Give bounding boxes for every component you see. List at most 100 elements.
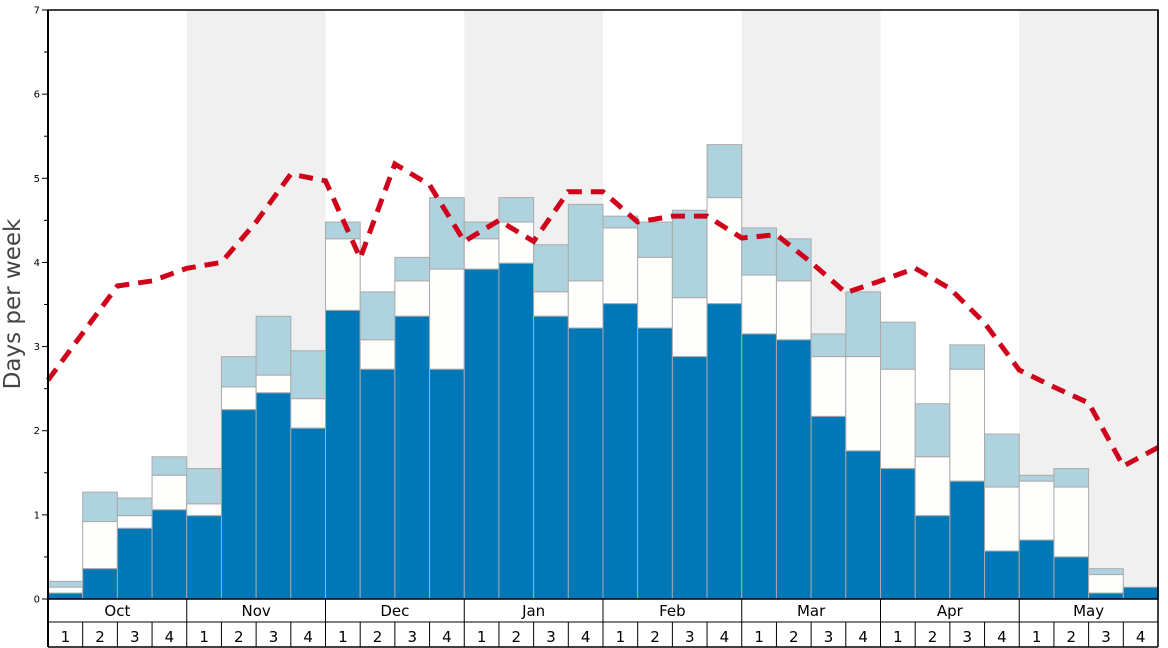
week-label: 3: [824, 628, 834, 646]
dashed-line-series: [45, 160, 1160, 470]
y-tick-label: 7: [34, 6, 40, 17]
bar-segment-bottom: [845, 450, 881, 600]
bar-segment-bottom: [637, 327, 673, 600]
week-label: 4: [720, 628, 730, 646]
week-label: 2: [512, 628, 522, 646]
week-label: 2: [95, 628, 105, 646]
bar-segment-top: [914, 403, 951, 458]
month-label: Mar: [797, 602, 826, 620]
bar-segment-bottom: [914, 515, 951, 600]
bar-segment-bottom: [741, 333, 777, 600]
week-label: 1: [616, 628, 626, 646]
bar-segment-middle: [706, 197, 743, 305]
bar-segment-bottom: [1088, 592, 1124, 600]
bar-segment-middle: [116, 515, 153, 529]
bar-segment-bottom: [810, 415, 847, 600]
bar-segment-middle: [671, 297, 708, 358]
bar-segment-top: [290, 350, 326, 400]
y-tick-label: 4: [34, 258, 40, 269]
bar-segment-bottom: [255, 392, 292, 600]
bar-segment-middle: [82, 521, 118, 570]
bar-segment-middle: [186, 503, 222, 517]
bar-segment-bottom: [775, 339, 812, 600]
bar-segment-bottom: [949, 480, 986, 600]
bar-segment-middle: [637, 256, 673, 329]
bar-segment-top: [116, 497, 153, 517]
bar-segment-top: [82, 491, 118, 523]
bar-segment-bottom: [359, 368, 396, 600]
week-label: 1: [338, 628, 348, 646]
bar-segment-bottom: [1053, 556, 1090, 600]
bar-segment-top: [359, 291, 396, 341]
bar-segment-top: [220, 356, 257, 388]
bar-segment-top: [255, 315, 292, 376]
bar-segment-top: [1053, 468, 1090, 488]
bar-segment-middle: [984, 486, 1020, 552]
bar-segment-bottom: [984, 550, 1020, 600]
month-label: Apr: [937, 602, 964, 620]
bar-segment-middle: [220, 386, 257, 411]
bar-segment-middle: [880, 368, 916, 470]
week-label: 3: [1101, 628, 1111, 646]
bar-segment-middle: [463, 238, 500, 270]
bar-segment-middle: [1053, 486, 1090, 558]
week-label: 2: [373, 628, 383, 646]
week-label: 2: [234, 628, 244, 646]
bar-segment-middle: [1018, 480, 1055, 541]
bar-segment-top: [186, 468, 222, 505]
bar-segment-top: [845, 291, 881, 358]
bar-segment-bottom: [602, 303, 639, 600]
y-tick-label: 1: [34, 510, 40, 521]
bar-segment-bottom: [706, 303, 743, 600]
week-label: 3: [130, 628, 140, 646]
week-label: 4: [442, 628, 452, 646]
month-label: Oct: [104, 602, 130, 620]
bar-segment-middle: [775, 280, 812, 341]
bar-segment-top: [671, 209, 708, 299]
bar-segment-top: [394, 256, 431, 282]
bar-segment-middle: [151, 474, 188, 511]
bar-segment-top: [637, 221, 673, 258]
week-label: 4: [997, 628, 1007, 646]
bar-segment-middle: [741, 274, 777, 335]
bar-segment-bottom: [567, 327, 604, 600]
bar-segment-middle: [255, 374, 292, 394]
week-label: 1: [1032, 628, 1042, 646]
bar-segment-bottom: [1018, 539, 1055, 600]
week-label: 1: [61, 628, 71, 646]
week-label: 1: [199, 628, 209, 646]
bar-segment-middle: [602, 227, 639, 305]
bar-segment-top: [810, 333, 847, 358]
bar-segment-bottom: [290, 427, 326, 600]
y-tick-label: 3: [34, 342, 40, 353]
bar-segment-top: [949, 344, 986, 370]
bar-segment-bottom: [671, 356, 708, 600]
week-label: 4: [1136, 628, 1146, 646]
bar-segment-top: [47, 580, 84, 588]
month-label: Feb: [659, 602, 686, 620]
week-label: 2: [789, 628, 799, 646]
week-label: 3: [685, 628, 695, 646]
bar-segment-top: [1088, 568, 1124, 576]
bar-segment-top: [1018, 474, 1055, 482]
bar-segment-bottom: [429, 368, 465, 600]
bar-segment-middle: [949, 368, 986, 482]
bar-segment-bottom: [463, 268, 500, 600]
month-label: Nov: [241, 602, 270, 620]
week-label: 4: [303, 628, 313, 646]
week-label: 1: [754, 628, 764, 646]
bar-segment-top: [984, 433, 1020, 488]
bar-segment-middle: [325, 238, 361, 311]
week-label: 2: [650, 628, 660, 646]
bar-segment-bottom: [47, 592, 84, 600]
month-label: May: [1073, 602, 1104, 620]
bar-segment-middle: [810, 356, 847, 417]
bar-segment-middle: [533, 291, 569, 317]
bar-segment-bottom: [394, 315, 431, 600]
bar-segment-middle: [1088, 574, 1124, 594]
week-label: 4: [581, 628, 591, 646]
bar-segment-bottom: [325, 309, 361, 600]
bar-segment-middle: [914, 456, 951, 517]
week-label: 3: [546, 628, 556, 646]
week-label: 1: [477, 628, 487, 646]
